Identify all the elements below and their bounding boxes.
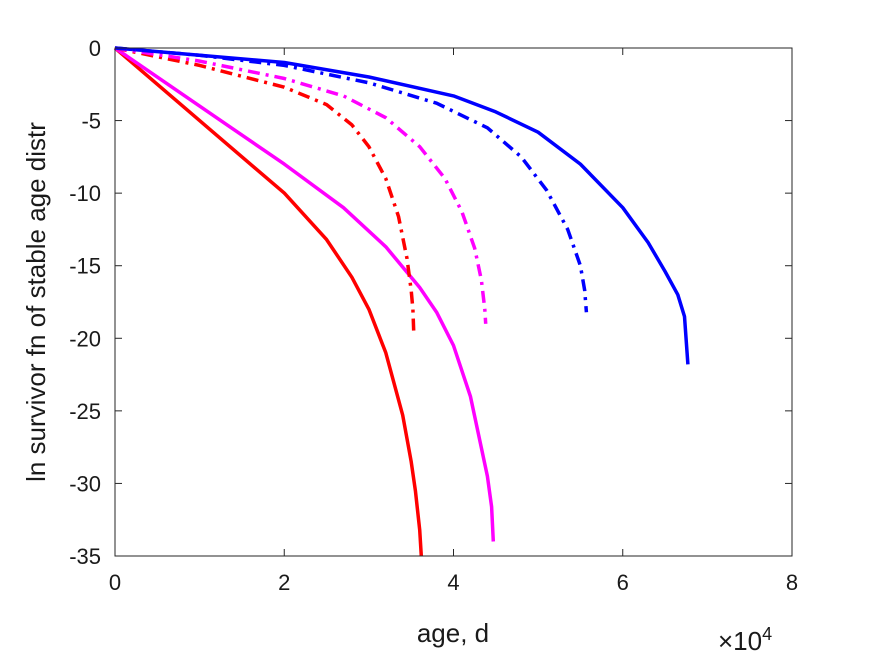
y-tick-label: 0 — [89, 36, 101, 61]
y-tick-label: -20 — [69, 326, 101, 351]
x-axis-label: age, d — [417, 618, 489, 648]
series-line-3 — [114, 46, 690, 365]
series-line-1 — [113, 46, 424, 557]
x-tick-label: 0 — [109, 570, 121, 595]
x-axis-multiplier-base: ×10 — [718, 626, 762, 656]
y-tick-label: -25 — [69, 399, 101, 424]
y-tick-label: -30 — [69, 471, 101, 496]
y-tick-label: -35 — [69, 544, 101, 569]
y-tick-label: -15 — [69, 254, 101, 279]
series-line-4 — [114, 46, 416, 332]
series-line-6 — [114, 46, 589, 313]
x-tick-label: 2 — [278, 570, 290, 595]
x-tick-label: 6 — [617, 570, 629, 595]
series-line-2 — [114, 46, 496, 542]
y-axis-label: ln survivor fn of stable age distr — [21, 122, 51, 482]
plot-area — [115, 48, 792, 556]
series-group — [113, 46, 690, 557]
x-axis-multiplier-exponent: 4 — [762, 624, 772, 644]
x-tick-label: 4 — [447, 570, 459, 595]
y-tick-label: -10 — [69, 181, 101, 206]
y-tick-label: -5 — [81, 109, 101, 134]
plot-frame — [114, 47, 793, 557]
x-tick-label: 8 — [786, 570, 798, 595]
x-axis-multiplier: ×104 — [718, 624, 772, 656]
